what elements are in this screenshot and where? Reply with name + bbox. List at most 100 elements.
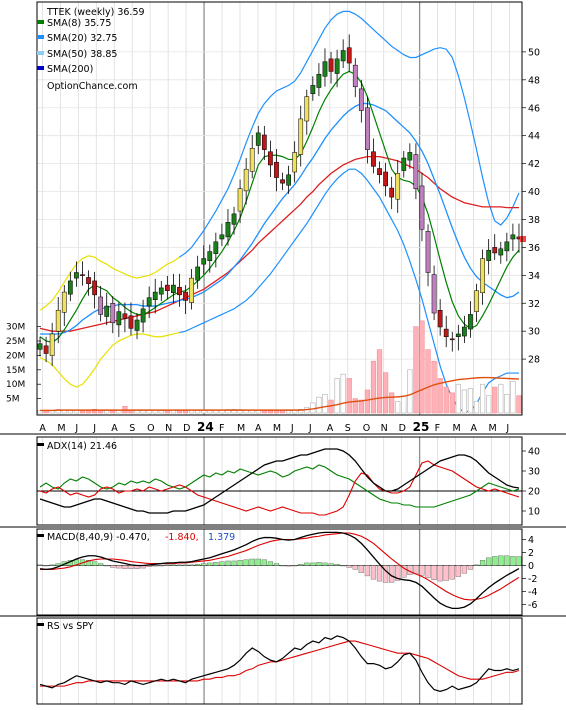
month-label: A: [111, 423, 118, 434]
candle-body: [298, 118, 304, 155]
price-tick-label: 50: [528, 47, 540, 58]
macd-histogram-bar: [201, 563, 207, 566]
macd-histogram-bar: [431, 565, 437, 581]
panel-frame: [36, 528, 523, 616]
candle-body: [419, 185, 425, 230]
ticker-label: TTEK (weekly) 36.59: [46, 7, 145, 18]
bollinger-upper-line: [179, 10, 520, 258]
volume-bar: [140, 410, 146, 414]
volume-bar: [104, 410, 110, 414]
candle-body: [268, 151, 273, 166]
candle-body: [74, 272, 79, 279]
volume-bar: [443, 386, 449, 414]
candle-body: [43, 345, 49, 354]
macd-histogram-bar: [249, 558, 255, 566]
candle-body: [486, 249, 492, 261]
candle-body: [146, 297, 152, 307]
macd-histogram-bar: [298, 564, 304, 566]
legend-swatch-sma200: [37, 66, 44, 70]
candle-body: [164, 284, 170, 291]
macd-histogram-bar: [328, 563, 334, 566]
macd-histogram-bar: [237, 560, 243, 566]
macd-histogram-bar: [449, 565, 455, 580]
macd-histogram-bar: [473, 564, 480, 566]
month-label: A: [255, 423, 262, 434]
volume-bar: [110, 410, 116, 414]
adx-tick-label: 10: [528, 507, 540, 518]
month-label: S: [345, 423, 351, 434]
panel-frame: [36, 436, 523, 526]
volume-sma-line: [40, 376, 520, 412]
macd-panel: [37, 531, 522, 610]
volume-bar: [231, 408, 237, 414]
price-tick-label: 48: [528, 75, 540, 86]
month-label: M: [453, 423, 461, 434]
candle-body: [249, 147, 255, 172]
candle-body: [274, 161, 279, 178]
macd-histogram-bar: [182, 564, 189, 566]
adx-label: ADX(14) 21.46: [47, 441, 117, 452]
macd-histogram-bar: [188, 564, 195, 566]
candle-body: [474, 290, 479, 312]
volume-bar: [425, 349, 431, 414]
macd-histogram-bar: [516, 556, 522, 566]
axes: 30M25M20M15M10M5M28303234363840424446485…: [6, 47, 540, 611]
macd-histogram-bar: [461, 565, 468, 574]
macd-histogram-bar: [292, 565, 298, 567]
adx-tick-label: 20: [528, 487, 540, 498]
macd-histogram-bar: [273, 563, 280, 566]
volume-bar: [504, 393, 510, 414]
candle-body: [286, 174, 291, 186]
candle-body: [431, 274, 437, 314]
macd-histogram-bar: [243, 559, 249, 566]
bollinger-upper-early-line: [39, 255, 180, 311]
macd-tick-label: 0: [528, 561, 534, 572]
macd-tick-label: -2: [528, 574, 537, 585]
macd-histogram-bar: [267, 561, 274, 566]
panel-frame: [36, 1, 523, 416]
volume-bar: [510, 381, 516, 414]
month-label: D: [399, 423, 406, 434]
price-tick-label: 32: [528, 299, 540, 310]
macd-histogram-bar: [55, 563, 61, 566]
macd-histogram-bar: [225, 560, 231, 566]
volume-bar: [437, 378, 443, 414]
macd-histogram-bar: [219, 561, 225, 566]
candle-body: [437, 309, 443, 328]
macd-histogram-bar: [498, 555, 504, 566]
candle-body: [219, 234, 225, 240]
candle-body: [310, 85, 316, 95]
month-label: F: [435, 423, 440, 434]
macd-histogram-bar: [207, 562, 213, 566]
macd-histogram-bar: [364, 565, 371, 577]
candle-body: [304, 96, 310, 122]
candle-body: [55, 309, 61, 332]
volume-bar: [376, 349, 383, 414]
month-label: M: [273, 423, 281, 434]
price-tick-label: 46: [528, 103, 540, 114]
macd-histogram-bar: [437, 565, 443, 582]
macd-swatch: [37, 534, 44, 537]
macd-histogram-bar: [98, 563, 104, 566]
price-tick-label: 38: [528, 215, 540, 226]
month-label: A: [471, 423, 478, 434]
candle-body: [92, 280, 97, 296]
macd-histogram-bar: [486, 557, 492, 566]
candle-body: [225, 222, 231, 238]
volume-bar: [340, 373, 346, 414]
volume-bar: [334, 378, 340, 414]
candle-body: [243, 168, 249, 192]
price-tick-label: 42: [528, 159, 540, 170]
bollinger-lower-line: [179, 168, 519, 413]
candle-body: [261, 134, 267, 150]
macd-histogram-bar: [334, 564, 340, 566]
grid: [37, 2, 522, 704]
macd-histogram-bar: [158, 565, 164, 567]
volume-bar: [479, 383, 486, 414]
last-price-marker: [520, 236, 526, 243]
candle-body: [158, 287, 164, 295]
candle-body: [352, 64, 358, 88]
macd-histogram-bar: [176, 564, 183, 566]
